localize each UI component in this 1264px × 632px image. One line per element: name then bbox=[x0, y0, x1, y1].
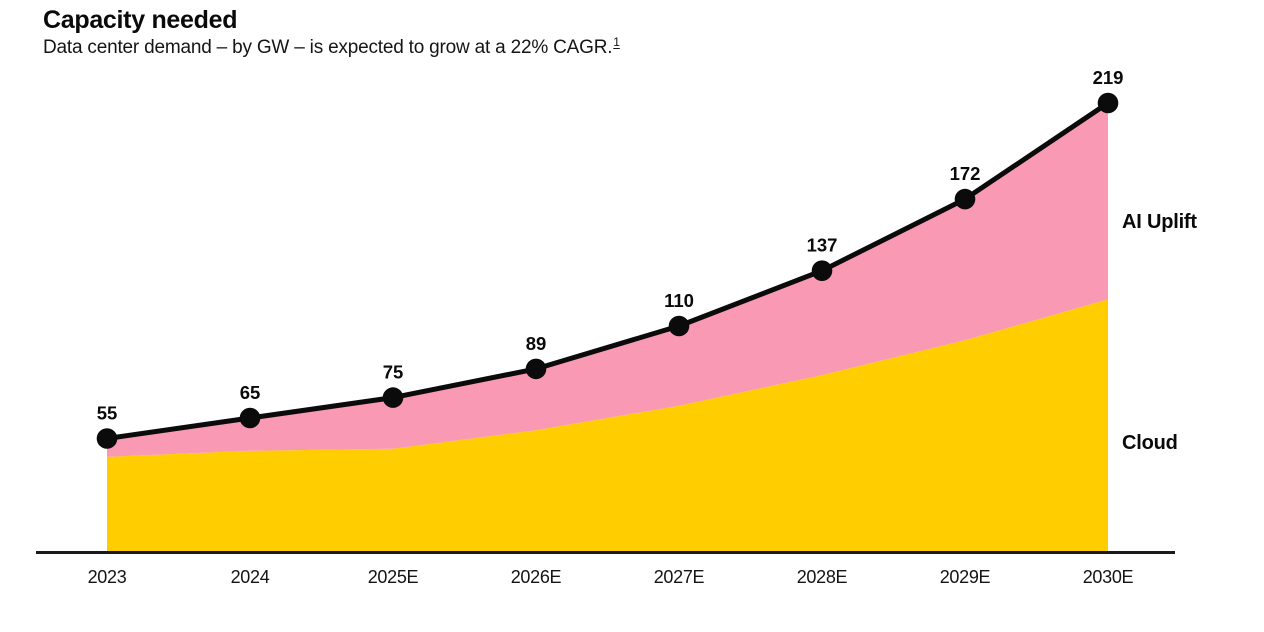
value-label: 55 bbox=[97, 403, 118, 424]
x-tick-label: 2027E bbox=[654, 567, 705, 587]
value-label: 65 bbox=[240, 382, 261, 403]
value-label: 219 bbox=[1093, 67, 1124, 88]
data-point bbox=[811, 260, 833, 282]
value-label: 137 bbox=[807, 235, 838, 256]
x-tick-label: 2030E bbox=[1083, 567, 1134, 587]
footnote-marker[interactable]: 1 bbox=[613, 34, 620, 49]
value-label: 172 bbox=[950, 163, 981, 184]
subtitle-text: Data center demand – by GW – is expected… bbox=[43, 37, 613, 58]
value-label: 110 bbox=[664, 290, 694, 311]
x-tick-label: 2028E bbox=[797, 567, 848, 587]
value-label: 89 bbox=[526, 333, 547, 354]
data-point bbox=[382, 387, 404, 408]
page-title: Capacity needed bbox=[43, 6, 238, 34]
page-subtitle: Data center demand – by GW – is expected… bbox=[43, 34, 620, 59]
x-tick-label: 2025E bbox=[368, 567, 419, 587]
data-point bbox=[525, 358, 547, 380]
series-label-ai-uplift: AI Uplift bbox=[1122, 211, 1197, 233]
x-tick-label: 2023 bbox=[88, 567, 127, 587]
data-point bbox=[239, 407, 261, 429]
data-point bbox=[1097, 92, 1119, 114]
value-label: 75 bbox=[383, 362, 404, 383]
ai-uplift-area bbox=[107, 103, 1108, 457]
x-tick-label: 2026E bbox=[511, 567, 562, 587]
x-tick-label: 2029E bbox=[940, 567, 991, 587]
data-point bbox=[954, 188, 976, 210]
total-demand-line bbox=[104, 100, 1111, 441]
series-label-cloud: Cloud bbox=[1122, 432, 1178, 454]
cloud-area bbox=[107, 299, 1108, 551]
data-point bbox=[668, 315, 690, 337]
x-tick-label: 2024 bbox=[231, 567, 270, 587]
data-point bbox=[96, 428, 118, 449]
